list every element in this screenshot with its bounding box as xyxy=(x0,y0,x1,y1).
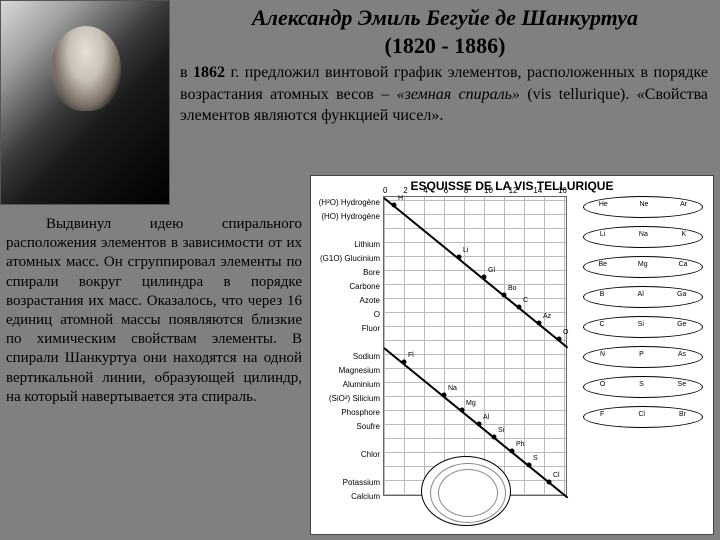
chart-grid: H Li Gl Bo C Az O Fl Na Mg Al Si Ph S Cl xyxy=(383,196,567,496)
x-tick: 2 xyxy=(403,186,407,195)
element-label: Na xyxy=(448,385,457,392)
element-point xyxy=(457,255,462,260)
y-label: Sodium xyxy=(314,350,380,364)
element-label: Al xyxy=(483,414,489,421)
y-label xyxy=(314,462,380,476)
x-tick: 0 xyxy=(383,186,387,195)
element-point xyxy=(442,393,447,398)
intro-prefix: в xyxy=(180,64,193,81)
y-label: (H²O) Hydrogène xyxy=(314,196,380,210)
intro-em: «земная спираль» xyxy=(397,86,520,103)
y-label: Chlor xyxy=(314,448,380,462)
y-label xyxy=(314,434,380,448)
body-paragraph: Выдвинул идею спирального расположения э… xyxy=(6,215,302,407)
intro-year: 1862 xyxy=(193,64,225,81)
y-label: Magnesium xyxy=(314,364,380,378)
element-point xyxy=(460,408,465,413)
ellipse-labels: HeNeAr xyxy=(583,201,703,208)
x-tick: 8 xyxy=(464,186,468,195)
element-label: Li xyxy=(463,247,468,254)
y-label: Soufre xyxy=(314,420,380,434)
x-axis-labels: 0 2 4 6 8 10 12 14 16 xyxy=(383,186,567,195)
element-label: C xyxy=(523,297,528,304)
x-tick: 4 xyxy=(423,186,427,195)
portrait-photo xyxy=(0,0,170,205)
y-label: Phosphore xyxy=(314,406,380,420)
y-label: (G1O) Glucinium xyxy=(314,252,380,266)
y-label: Fluor xyxy=(314,322,380,336)
ellipse-labels: LiNaK xyxy=(583,231,703,238)
spiral-segment xyxy=(383,197,568,349)
element-point xyxy=(477,422,482,427)
element-point xyxy=(547,480,552,485)
ellipse-labels: OSSe xyxy=(583,381,703,388)
element-label: Mg xyxy=(466,400,476,407)
spiral-ellipses: HeNeAr LiNaK BeMgCa BAlGa CSiGe NPAs OSSe FClBr xyxy=(579,196,709,446)
y-label xyxy=(314,336,380,350)
y-label: O xyxy=(314,308,380,322)
element-point xyxy=(402,360,407,365)
y-axis-labels: (H²O) Hydrogène(HO) Hydrogène Lithium(G1O… xyxy=(314,196,380,504)
element-point xyxy=(537,321,542,326)
element-label: Cl xyxy=(553,472,560,479)
element-label: Fl xyxy=(408,352,414,359)
person-name: Александр Эмиль Бегуйе де Шанкуртуа xyxy=(180,5,710,31)
element-label: O xyxy=(563,329,568,336)
element-point xyxy=(557,337,562,342)
element-label: S xyxy=(533,455,538,462)
element-point xyxy=(502,293,507,298)
element-point xyxy=(510,449,515,454)
element-label: Si xyxy=(498,427,504,434)
x-tick: 14 xyxy=(533,186,542,195)
element-label: Gl xyxy=(488,267,495,274)
y-label: Lithium xyxy=(314,238,380,252)
element-point xyxy=(482,275,487,280)
ellipse-labels: BAlGa xyxy=(583,291,703,298)
ellipse-labels: NPAs xyxy=(583,351,703,358)
x-tick: 6 xyxy=(444,186,448,195)
y-label: Aluminium xyxy=(314,378,380,392)
ellipse-labels: BeMgCa xyxy=(583,261,703,268)
y-label: (SiO²) Silicium xyxy=(314,392,380,406)
element-label: Az xyxy=(543,313,551,320)
cylinder-projection xyxy=(421,456,511,526)
ellipse-labels: CSiGe xyxy=(583,321,703,328)
vis-tellurique-diagram: ESQUISSE DE LA VIS TELLURIQUE 0246810121… xyxy=(310,175,714,535)
element-point xyxy=(392,203,397,208)
x-tick: 12 xyxy=(509,186,518,195)
y-label xyxy=(314,224,380,238)
y-label: Azote xyxy=(314,294,380,308)
element-label: H xyxy=(398,195,403,202)
element-point xyxy=(527,463,532,468)
y-label: (HO) Hydrogène xyxy=(314,210,380,224)
element-point xyxy=(492,435,497,440)
y-label: Calcium xyxy=(314,490,380,504)
y-label: Bore xyxy=(314,266,380,280)
element-label: Bo xyxy=(508,285,517,292)
y-label: Carbone xyxy=(314,280,380,294)
element-point xyxy=(517,305,522,310)
element-label: Ph xyxy=(516,441,525,448)
intro-paragraph: в 1862 г. предложил винтовой график элем… xyxy=(180,62,708,127)
y-label: Potassium xyxy=(314,476,380,490)
ellipse-labels: FClBr xyxy=(583,411,703,418)
x-tick: 16 xyxy=(558,186,567,195)
life-years: (1820 - 1886) xyxy=(180,33,710,59)
x-tick: 10 xyxy=(484,186,493,195)
